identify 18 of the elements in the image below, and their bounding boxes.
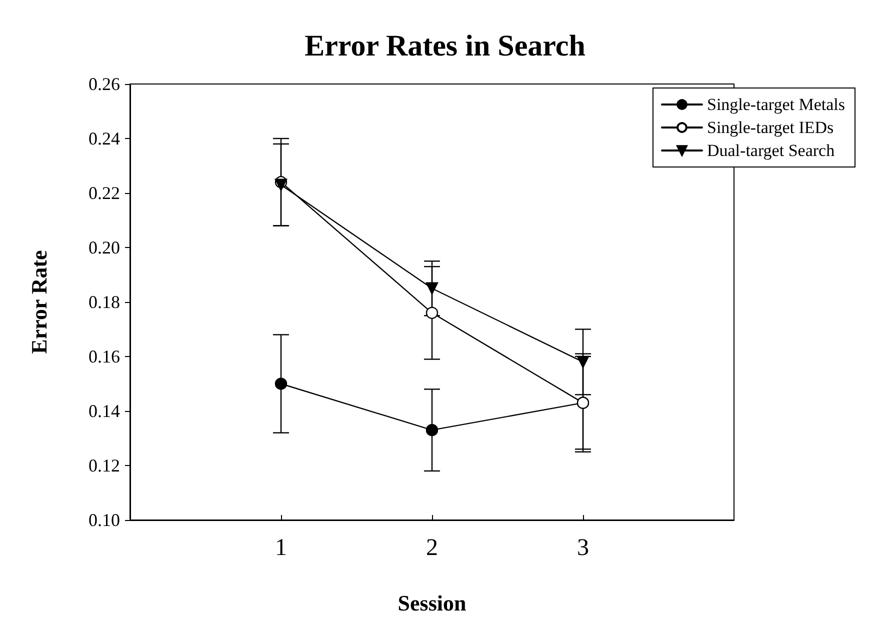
legend-label: Dual-target Search bbox=[706, 141, 836, 160]
y-axis-title: Error Rate bbox=[26, 250, 52, 354]
y-tick-label: 0.14 bbox=[88, 401, 120, 421]
x-tick-label: 2 bbox=[426, 535, 438, 561]
y-tick-label: 0.10 bbox=[88, 510, 120, 530]
y-tick-label: 0.26 bbox=[88, 74, 120, 94]
y-tick-label: 0.18 bbox=[88, 292, 120, 312]
y-tick-label: 0.24 bbox=[88, 128, 120, 148]
y-tick-label: 0.20 bbox=[88, 238, 120, 258]
legend-label: Single-target IEDs bbox=[706, 118, 834, 137]
y-tick-label: 0.12 bbox=[88, 456, 120, 476]
x-axis-title: Session bbox=[398, 590, 466, 616]
x-tick-label: 1 bbox=[275, 535, 287, 561]
chart-title: Error Rates in Search bbox=[304, 30, 586, 62]
y-tick-label: 0.16 bbox=[88, 346, 120, 366]
legend-label: Single-target Metals bbox=[706, 95, 846, 114]
y-tick-label: 0.22 bbox=[88, 183, 120, 203]
x-tick-label: 3 bbox=[577, 535, 589, 561]
